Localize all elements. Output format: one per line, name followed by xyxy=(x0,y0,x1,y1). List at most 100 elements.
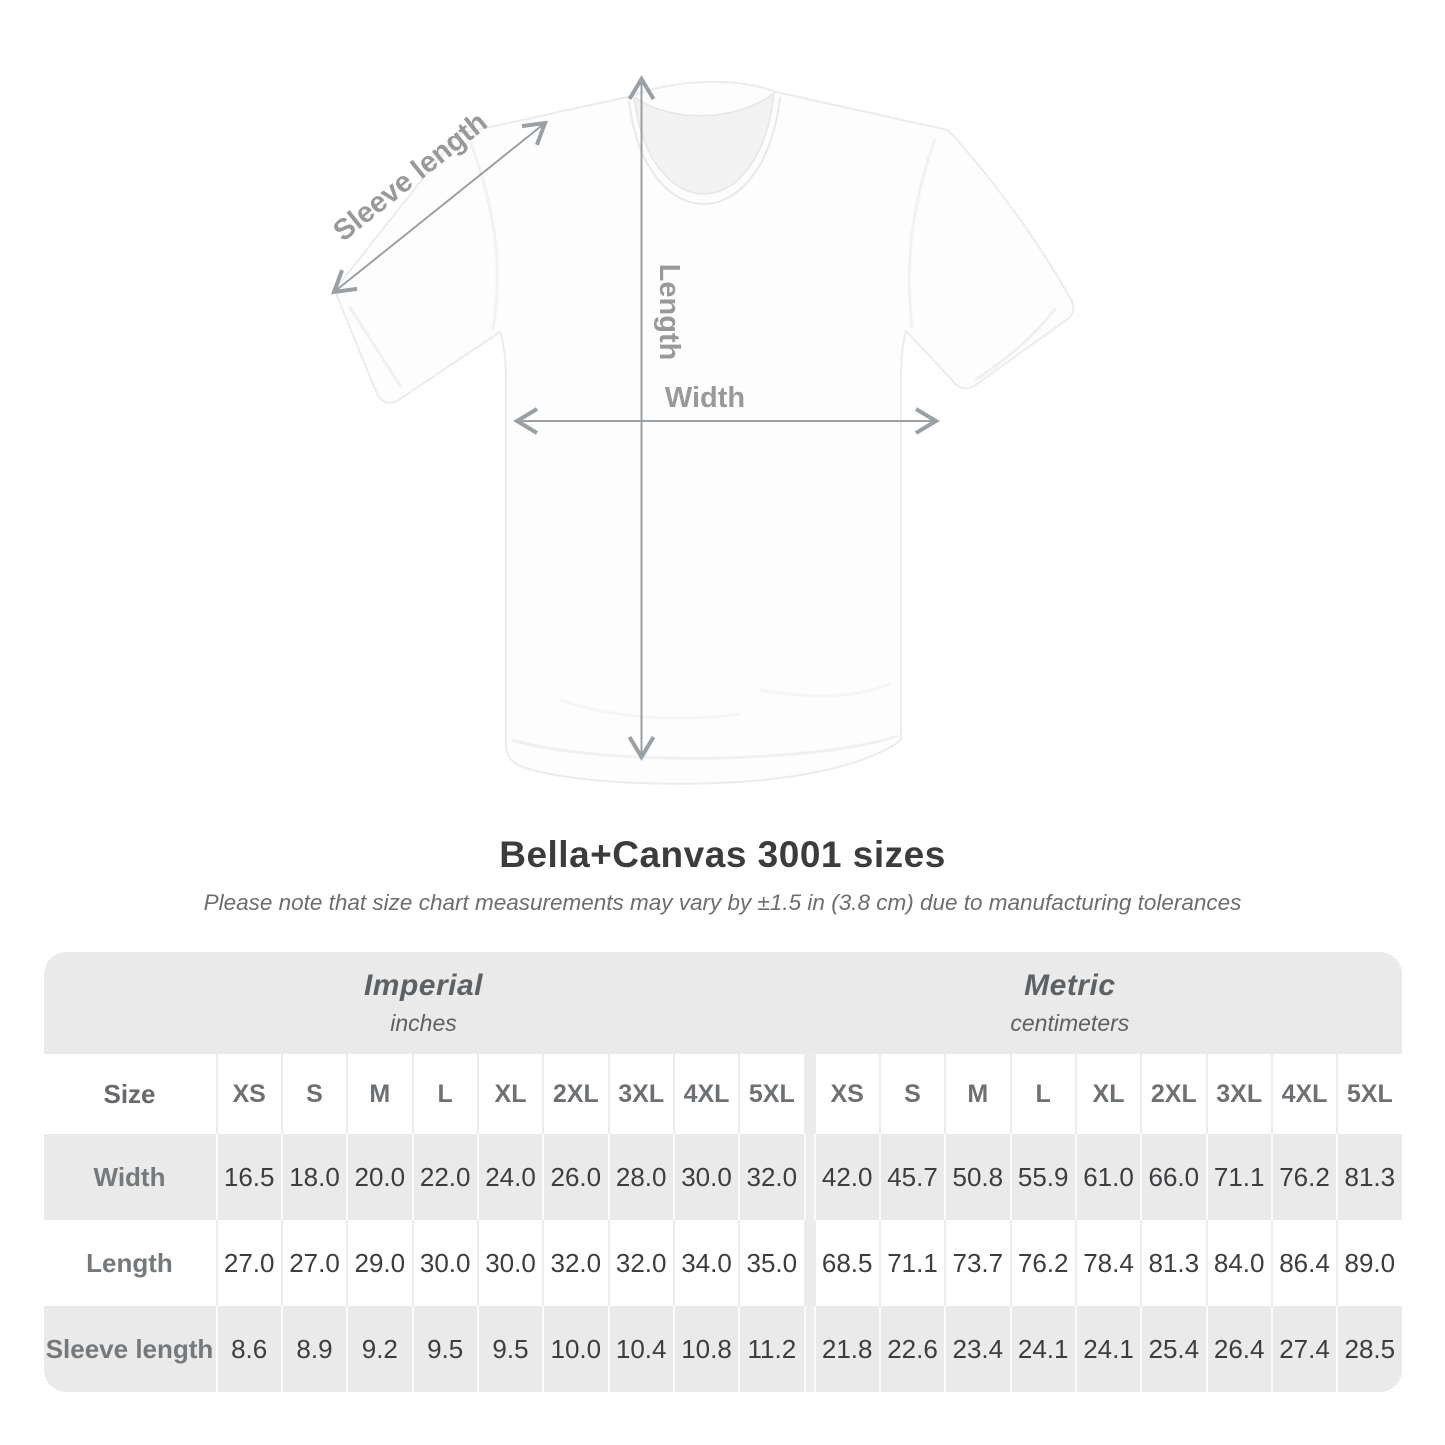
value-cell: 32.0 xyxy=(542,1220,607,1306)
value-cell: 30.0 xyxy=(476,1220,542,1306)
value-cell: 28.5 xyxy=(1336,1306,1401,1392)
title-block: Bella+Canvas 3001 sizes Please note that… xyxy=(0,834,1445,916)
value-cell: 11.2 xyxy=(738,1306,803,1392)
table-body: Width 16.5 18.0 20.0 22.0 24.0 26.0 28.0 30.0 32.… xyxy=(43,1134,1402,1392)
metric-label: Metric xyxy=(1024,969,1116,1002)
length-label: Length xyxy=(653,264,685,361)
metric-unit: centimeters xyxy=(1010,1010,1130,1036)
value-cell: 78.4 xyxy=(1074,1220,1140,1306)
value-cell: 9.5 xyxy=(476,1306,542,1392)
size-table: Imperial inches Metric centimeters Size … xyxy=(43,952,1402,1392)
value-cell: 73.7 xyxy=(944,1220,1009,1306)
row-label: Width xyxy=(93,1161,166,1192)
value-cell: 71.1 xyxy=(878,1220,944,1306)
imperial-header: Imperial inches xyxy=(44,952,804,1054)
value-cell: 84.0 xyxy=(1205,1220,1271,1306)
value-cell: 8.6 xyxy=(215,1306,281,1392)
value-cell: 45.7 xyxy=(878,1134,944,1220)
value-cell: 10.0 xyxy=(542,1306,607,1392)
value-cell: 27.4 xyxy=(1270,1306,1336,1392)
value-cell: 76.2 xyxy=(1270,1134,1336,1220)
value-cell: 24.0 xyxy=(476,1134,542,1220)
value-cell: 8.9 xyxy=(280,1306,346,1392)
value-cell: 30.0 xyxy=(411,1220,477,1306)
width-label: Width xyxy=(665,382,745,414)
row-label: Length xyxy=(86,1247,173,1278)
value-cell: 66.0 xyxy=(1140,1134,1205,1220)
size-col-header: 2XL xyxy=(542,1054,607,1134)
size-col-header: 3XL xyxy=(1205,1054,1271,1134)
value-cell: 61.0 xyxy=(1074,1134,1140,1220)
value-cell: 9.5 xyxy=(411,1306,477,1392)
tshirt-measurement-diagram: Sleeve length Length Width xyxy=(327,75,1075,785)
value-cell: 21.8 xyxy=(813,1306,879,1392)
value-cell: 23.4 xyxy=(944,1306,1009,1392)
value-cell: 22.0 xyxy=(411,1134,477,1220)
value-cell: 26.4 xyxy=(1205,1306,1271,1392)
table-row: Length 27.0 27.0 29.0 30.0 30.0 32.0 32.0 34.0 35… xyxy=(43,1220,1402,1306)
size-col-header: 4XL xyxy=(1270,1054,1336,1134)
value-cell: 27.0 xyxy=(215,1220,281,1306)
section-divider xyxy=(803,1306,814,1392)
metric-header: Metric centimeters xyxy=(804,952,1337,1054)
value-cell: 81.3 xyxy=(1336,1134,1401,1220)
value-cell: 89.0 xyxy=(1336,1220,1401,1306)
unit-header-row: Imperial inches Metric centimeters xyxy=(43,952,1402,1054)
table-row: Sleeve length 8.6 8.9 9.2 9.5 9.5 10.0 10.4 10.8… xyxy=(43,1306,1402,1392)
size-col-header: M xyxy=(346,1054,411,1134)
section-divider xyxy=(803,1054,814,1134)
tshirt-figure: Sleeve length Length Width xyxy=(327,75,1075,785)
value-cell: 81.3 xyxy=(1140,1220,1205,1306)
page-title: Bella+Canvas 3001 sizes xyxy=(499,834,946,875)
value-cell: 10.4 xyxy=(607,1306,673,1392)
imperial-unit: inches xyxy=(390,1010,457,1036)
value-cell: 32.0 xyxy=(738,1134,803,1220)
value-cell: 71.1 xyxy=(1205,1134,1271,1220)
size-col-header: 3XL xyxy=(607,1054,673,1134)
imperial-label: Imperial xyxy=(363,969,484,1002)
value-cell: 26.0 xyxy=(542,1134,607,1220)
size-col-header: 5XL xyxy=(1336,1054,1401,1134)
value-cell: 34.0 xyxy=(672,1220,738,1306)
size-col-header: 4XL xyxy=(672,1054,738,1134)
value-cell: 27.0 xyxy=(280,1220,346,1306)
value-cell: 28.0 xyxy=(607,1134,673,1220)
size-col-header: XL xyxy=(1074,1054,1140,1134)
size-col-header: XL xyxy=(476,1054,542,1134)
size-col-header: S xyxy=(280,1054,346,1134)
tolerance-note: Please note that size chart measurements… xyxy=(203,890,1242,915)
size-col-header: M xyxy=(944,1054,1009,1134)
size-col-header: L xyxy=(1009,1054,1075,1134)
section-divider xyxy=(803,1220,814,1306)
value-cell: 9.2 xyxy=(346,1306,411,1392)
value-cell: 20.0 xyxy=(346,1134,411,1220)
row-label: Sleeve length xyxy=(45,1333,214,1364)
size-corner-label: Size xyxy=(103,1078,156,1109)
table-row: Width 16.5 18.0 20.0 22.0 24.0 26.0 28.0 30.0 32.… xyxy=(43,1134,1402,1220)
value-cell: 35.0 xyxy=(738,1220,803,1306)
value-cell: 32.0 xyxy=(607,1220,673,1306)
size-col-header: L xyxy=(411,1054,477,1134)
value-cell: 50.8 xyxy=(944,1134,1009,1220)
value-cell: 22.6 xyxy=(878,1306,944,1392)
value-cell: 24.1 xyxy=(1074,1306,1140,1392)
size-col-header: S xyxy=(878,1054,944,1134)
value-cell: 42.0 xyxy=(813,1134,879,1220)
size-header-row: Size XS S M L XL 2XL 3XL 4XL 5XL XS S M L XL 2XL 3XL 4XL… xyxy=(43,1054,1402,1134)
tshirt-graphic xyxy=(335,80,1075,785)
size-col-header: 5XL xyxy=(738,1054,803,1134)
value-cell: 24.1 xyxy=(1009,1306,1075,1392)
value-cell: 30.0 xyxy=(672,1134,738,1220)
size-col-header: XS xyxy=(813,1054,879,1134)
size-col-header: XS xyxy=(215,1054,281,1134)
value-cell: 55.9 xyxy=(1009,1134,1075,1220)
value-cell: 76.2 xyxy=(1009,1220,1075,1306)
section-divider xyxy=(803,1134,814,1220)
value-cell: 29.0 xyxy=(346,1220,411,1306)
value-cell: 25.4 xyxy=(1140,1306,1205,1392)
value-cell: 18.0 xyxy=(280,1134,346,1220)
value-cell: 68.5 xyxy=(813,1220,879,1306)
sleeve-length-arrow xyxy=(330,120,549,295)
value-cell: 86.4 xyxy=(1270,1220,1336,1306)
